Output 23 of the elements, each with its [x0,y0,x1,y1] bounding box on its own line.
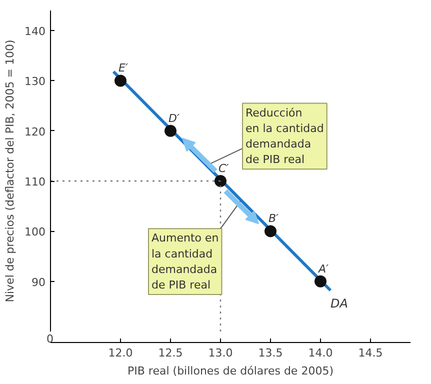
x-tick-label: 13.5 [258,346,283,360]
series-label: DA [330,296,348,310]
annotation: B′ [268,212,280,226]
x-tick-label: 14.5 [358,346,383,360]
x-axis-title: PIB real (billones de dólares de 2005) [128,364,334,378]
x-tick-label: 13.0 [208,346,233,360]
annotation: Aumento en la cantidad demandada de PIB real [152,232,219,292]
x-tick-label: 14.0 [308,346,333,360]
y-tick-label: 140 [24,25,46,38]
y-tick-label: 130 [24,75,46,88]
x-tick-label: 12.0 [108,346,133,360]
y-tick-label: 90 [32,276,46,289]
y-tick-label: 120 [24,125,46,138]
x-tick-label: 12.5 [158,346,183,360]
annotation: D′ [168,112,180,125]
annotation: A′ [318,262,330,276]
annotation: E′ [118,62,128,75]
text: 0 [46,332,54,346]
y-tick-label: 110 [24,176,46,189]
annotation: Reducción en la cantidad demandada de PIB real [246,106,324,166]
y-axis-title: Nivel de precios (deflactor del PIB, 2005 = 100) [4,40,17,302]
y-tick-label: 100 [24,226,46,239]
annotation: C′ [218,162,230,176]
